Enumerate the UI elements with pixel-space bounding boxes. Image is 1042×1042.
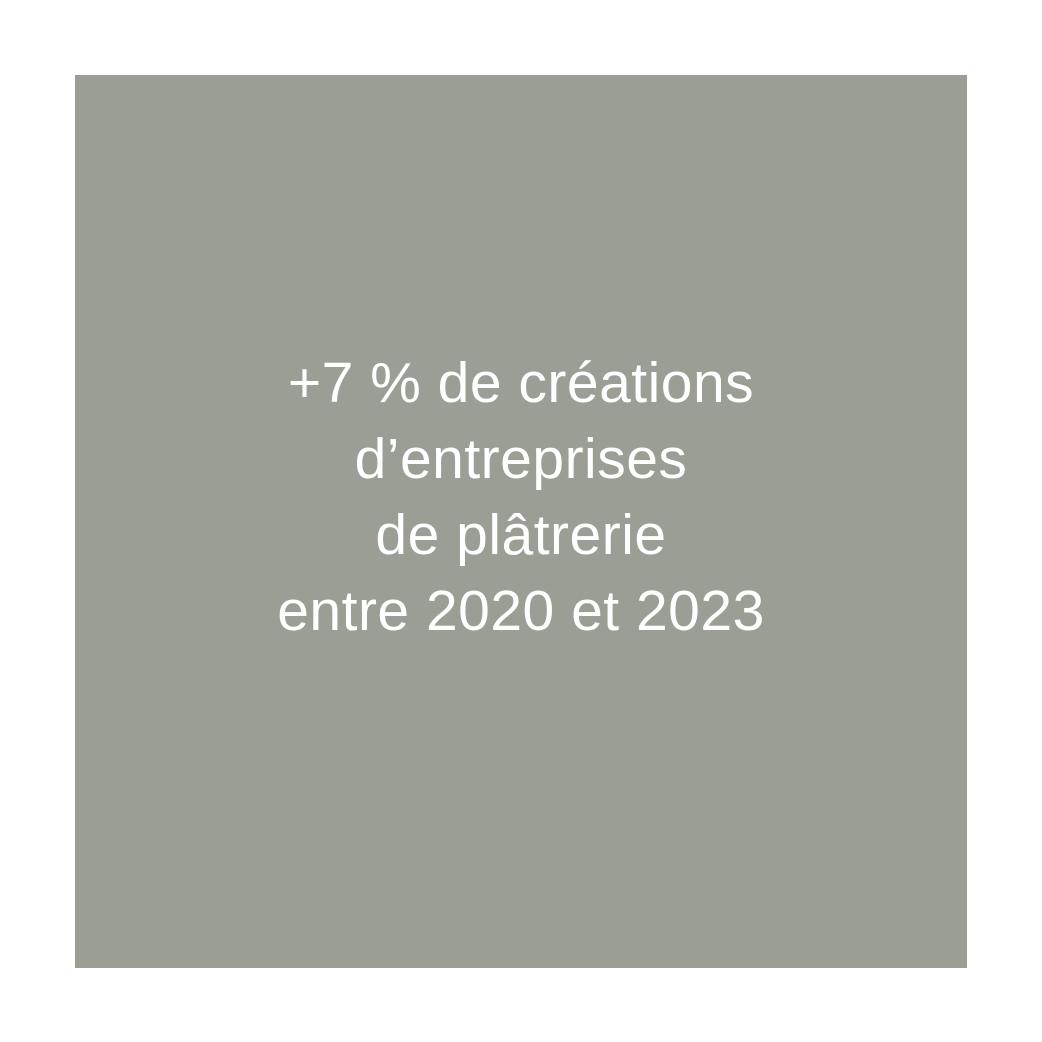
stat-card: +7 % de créations d’entreprises de plâtr… [75,75,967,968]
stat-line-4: entre 2020 et 2023 [277,578,765,643]
stat-text-block: +7 % de créations d’entreprises de plâtr… [75,345,967,649]
stat-line-1: +7 % de créations [287,350,755,415]
stat-line-2: d’entreprises [354,426,688,491]
stat-line-3: de plâtrerie [375,502,667,567]
